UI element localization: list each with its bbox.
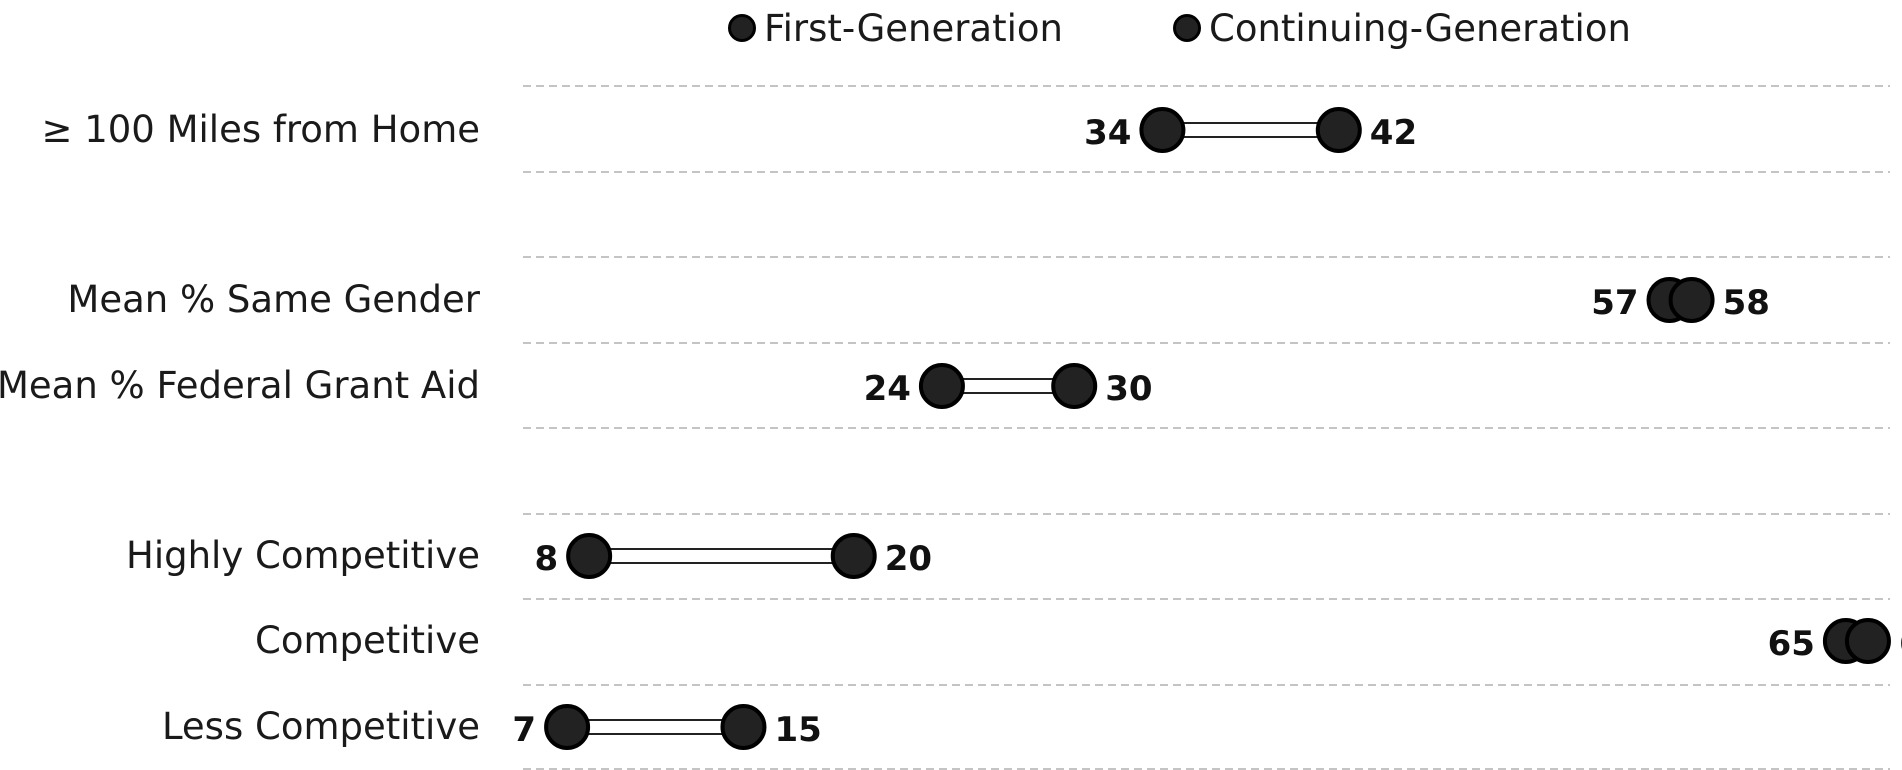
row-label-highly-competitive: Highly Competitive: [126, 534, 480, 577]
value-label-continuing-generation-less-competitive: 15: [774, 710, 821, 750]
row-label-100-miles-from-home: ≥ 100 Miles from Home: [41, 108, 480, 151]
legend-marker-continuing-generation: [1172, 14, 1201, 42]
value-label-continuing-generation-highly-competitive: 20: [885, 539, 932, 579]
legend-marker-first-generation: [728, 14, 756, 42]
dot-continuing-generation-less-competitive: [720, 704, 767, 750]
row-label-mean-same-gender: Mean % Same Gender: [67, 278, 480, 321]
legend-label-continuing-generation: Continuing-Generation: [1208, 6, 1631, 50]
dot-continuing-generation-mean-federal-grant-aid: [1051, 363, 1098, 409]
row-label-competitive: Competitive: [255, 619, 480, 662]
connector-less-competitive: [566, 719, 745, 735]
dot-continuing-generation-mean-same-gender: [1668, 277, 1715, 323]
value-label-first-generation-mean-same-gender: 57: [1591, 283, 1638, 323]
value-label-continuing-generation-100-miles-from-home: 42: [1370, 113, 1417, 153]
legend-label-first-generation: First-Generation: [764, 6, 1063, 50]
dot-first-generation-less-competitive: [544, 704, 591, 750]
connector-100-miles-from-home: [1161, 122, 1340, 138]
dot-continuing-generation-highly-competitive: [830, 533, 877, 579]
value-label-continuing-generation-mean-federal-grant-aid: 30: [1105, 369, 1152, 409]
legend-item-first-generation: First-Generation: [728, 7, 1063, 50]
value-label-first-generation-less-competitive: 7: [512, 710, 536, 750]
connector-highly-competitive: [588, 548, 855, 564]
row-label-mean-federal-grant-aid: Mean % Federal Grant Aid: [0, 364, 480, 407]
dot-continuing-generation-100-miles-from-home: [1315, 107, 1362, 153]
value-label-continuing-generation-competitive: 66: [1899, 624, 1902, 664]
chart-legend: First-Generation Continuing-Generation: [728, 4, 1741, 52]
dot-first-generation-highly-competitive: [566, 533, 613, 579]
value-label-first-generation-mean-federal-grant-aid: 24: [864, 369, 911, 409]
value-label-first-generation-highly-competitive: 8: [534, 539, 558, 579]
dot-first-generation-100-miles-from-home: [1139, 107, 1186, 153]
dot-first-generation-mean-federal-grant-aid: [918, 363, 965, 409]
row-label-less-competitive: Less Competitive: [162, 705, 480, 748]
value-label-first-generation-100-miles-from-home: 34: [1084, 113, 1131, 153]
value-label-first-generation-competitive: 65: [1768, 624, 1815, 664]
legend-item-continuing-generation: Continuing-Generation: [1172, 6, 1631, 50]
value-label-continuing-generation-mean-same-gender: 58: [1723, 283, 1770, 323]
dot-continuing-generation-competitive: [1844, 618, 1891, 664]
